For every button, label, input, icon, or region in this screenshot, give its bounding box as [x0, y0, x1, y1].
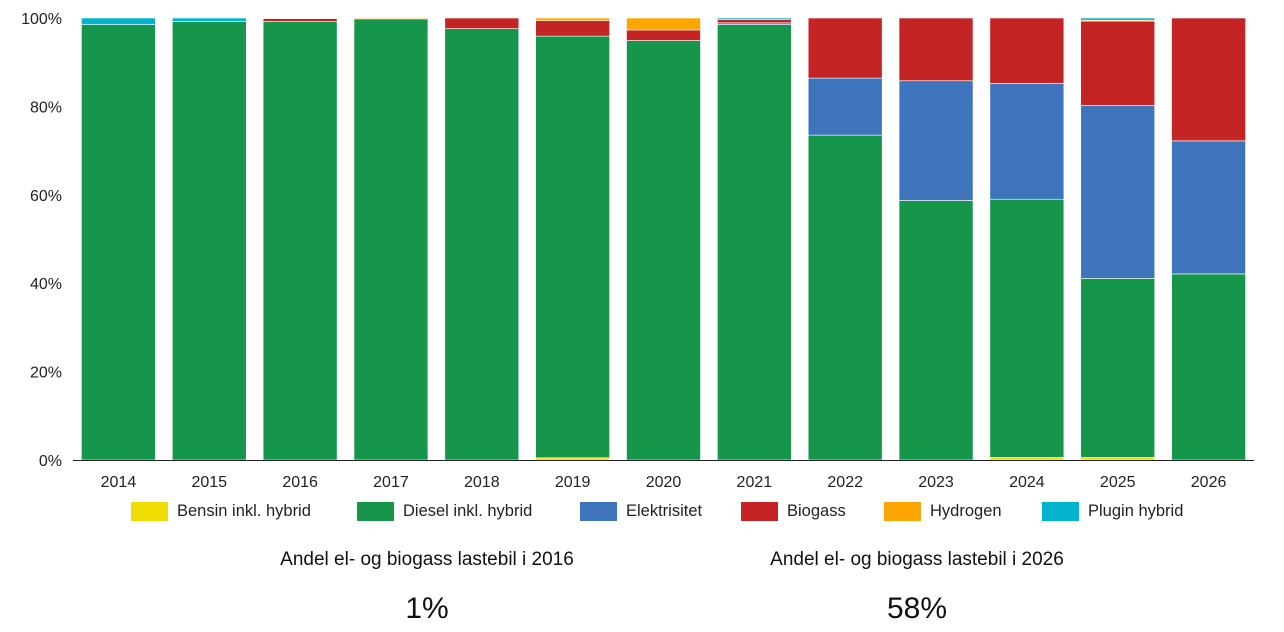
bar-segment-2025-series-3 [1080, 20, 1156, 106]
bar-segment-2020-series-4 [626, 17, 701, 31]
bar-segment-2022-series-3 [807, 17, 883, 79]
legend-swatch [884, 501, 921, 521]
legend-label: Plugin hybrid [1088, 501, 1184, 520]
bar-segment-2020-series-3 [626, 29, 701, 41]
bar-segment-2014-series-1 [81, 24, 156, 461]
bar-segment-2015-series-1 [171, 21, 247, 461]
y-tick-label: 20% [30, 365, 62, 382]
x-axis: 2014 2015 2016 2017 2018 2019 2020 2021 2022 2023… [101, 474, 1227, 491]
x-tick-label: 2017 [373, 474, 409, 491]
legend-item: Diesel inkl. hybrid [357, 499, 532, 523]
bar-segment-2019-series-3 [535, 20, 610, 37]
x-tick-label: 2022 [827, 474, 863, 491]
bar-segment-2017-series-1 [353, 18, 429, 461]
bar-segment-2019-series-1 [535, 35, 610, 459]
x-tick-label: 2016 [282, 474, 318, 491]
y-axis: 0% 20% 40% 60% 80% 100% [21, 11, 62, 470]
bar-segment-2026-series-1 [1171, 273, 1246, 461]
kpi-2026-label: Andel el- og biogass lastebil i 2026 [770, 549, 1064, 570]
legend-item: Bensin inkl. hybrid [131, 499, 311, 523]
bar-segment-2024-series-3 [989, 17, 1065, 84]
x-tick-label: 2020 [646, 474, 682, 491]
bar-segment-2016-series-5 [262, 17, 338, 19]
legend-swatch [357, 501, 394, 521]
x-tick-label: 2024 [1009, 474, 1045, 491]
bar-segment-2023-series-3 [898, 17, 974, 82]
stacked-bar-chart: 0%20%40%60%80%100% 2014 2015 2016 2017 2018 2… [21, 11, 1254, 491]
kpi-2026: Andel el- og biogass lastebil i 2026 58% [707, 546, 1127, 626]
bar-segment-2018-series-3 [444, 17, 520, 29]
x-tick-label: 2021 [737, 474, 773, 491]
bar-segment-2018-series-1 [444, 28, 520, 461]
legend: Bensin inkl. hybrid Diesel inkl. hybrid El… [0, 499, 1284, 523]
legend-item: Elektrisitet [580, 499, 702, 523]
x-tick-label: 2019 [555, 474, 591, 491]
bar-segment-2021-series-5 [717, 17, 792, 20]
bar-segment-2019-series-0 [535, 457, 610, 461]
legend-item: Plugin hybrid [1042, 499, 1183, 523]
bar-segment-2025-series-2 [1080, 105, 1156, 279]
y-tick-label: 60% [30, 188, 62, 205]
x-tick-label: 2018 [464, 474, 500, 491]
kpi-2016-value: 1% [405, 592, 449, 625]
bar-segment-2024-series-1 [989, 198, 1065, 458]
bar-segment-2022-series-1 [807, 134, 883, 461]
bar-segment-2021-series-1 [717, 24, 792, 461]
x-tick-label: 2014 [101, 474, 137, 491]
legend-label: Biogass [787, 501, 846, 520]
legend-item: Hydrogen [884, 499, 1002, 523]
y-tick-label: 40% [30, 276, 62, 293]
bar-segment-2016-series-1 [262, 21, 338, 461]
bar-segment-2024-series-0 [989, 457, 1065, 461]
bar-segment-2025-series-0 [1080, 457, 1156, 461]
bar-segment-2021-series-3 [717, 19, 792, 24]
legend-item: Biogass [741, 499, 846, 523]
legend-label: Elektrisitet [626, 501, 703, 520]
bar-segment-2020-series-1 [626, 40, 701, 461]
legend-label: Bensin inkl. hybrid [177, 501, 311, 520]
x-tick-label: 2015 [191, 474, 227, 491]
kpi-2016-label: Andel el- og biogass lastebil i 2016 [280, 549, 574, 570]
bar-segment-2023-series-1 [898, 200, 974, 461]
y-tick-label: 0% [39, 453, 62, 470]
legend-label: Hydrogen [930, 501, 1002, 520]
bar-segment-2025-series-1 [1080, 278, 1156, 458]
x-tick-label: 2026 [1191, 474, 1227, 491]
x-tick-label: 2025 [1100, 474, 1136, 491]
bars-area [81, 17, 1246, 461]
x-tick-label: 2023 [918, 474, 954, 491]
bar-segment-2015-series-5 [171, 17, 247, 22]
legend-swatch [1042, 501, 1079, 521]
legend-swatch [741, 501, 778, 521]
bar-segment-2026-series-3 [1171, 17, 1246, 142]
bar-segment-2022-series-2 [807, 77, 883, 136]
bar-segment-2026-series-2 [1171, 140, 1246, 275]
bar-segment-2017-series-4 [353, 17, 429, 20]
legend-swatch [580, 501, 617, 521]
legend-swatch [131, 501, 168, 521]
y-tick-label: 100% [21, 11, 62, 28]
legend-label: Diesel inkl. hybrid [403, 501, 533, 520]
kpi-2016: Andel el- og biogass lastebil i 2016 1% [217, 546, 637, 626]
y-tick-label: 80% [30, 99, 62, 116]
bar-segment-2025-series-5 [1080, 17, 1156, 21]
bar-segment-2014-series-5 [81, 17, 156, 25]
bar-segment-2016-series-3 [262, 18, 338, 22]
bar-segment-2024-series-2 [989, 83, 1065, 200]
bar-segment-2023-series-2 [898, 80, 974, 201]
bar-segment-2019-series-4 [535, 17, 610, 21]
kpi-2026-value: 58% [886, 592, 948, 625]
